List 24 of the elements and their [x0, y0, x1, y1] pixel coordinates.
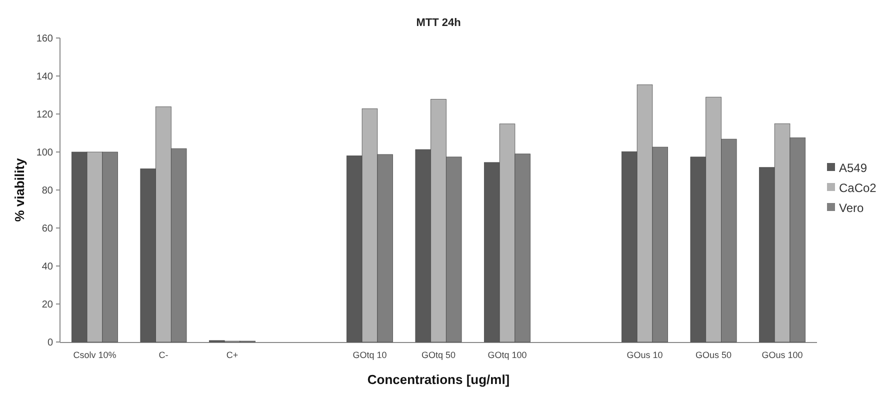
y-tick-label: 0 — [47, 338, 54, 348]
y-tick-label: 60 — [42, 224, 54, 234]
x-tick-label: C- — [158, 350, 168, 360]
x-tick-label: GOus 100 — [762, 350, 803, 360]
y-tick-label: 160 — [36, 34, 54, 44]
x-tick-label: C+ — [226, 350, 238, 360]
x-axis-title: Concentrations [ug/ml] — [367, 372, 510, 387]
x-tick-label: GOtq 10 — [352, 350, 387, 360]
legend-label: A549 — [839, 161, 868, 176]
y-tick-label: 40 — [42, 262, 54, 272]
y-tick-label: 80 — [42, 186, 54, 196]
y-tick-label: 140 — [36, 72, 54, 82]
x-tick-label: GOus 50 — [696, 350, 732, 360]
x-tick-label: GOtq 100 — [488, 350, 527, 360]
y-tick-label: 120 — [36, 110, 54, 120]
legend-label: Vero — [839, 201, 864, 216]
y-tick-label: 20 — [42, 300, 54, 310]
x-tick-label: GOtq 50 — [421, 350, 456, 360]
x-tick-label: Csolv 10% — [73, 350, 116, 360]
chart-title: MTT 24h — [416, 17, 462, 29]
y-tick-label: 100 — [36, 148, 54, 158]
y-axis-title: % viability — [12, 157, 27, 222]
x-tick-label: GOus 10 — [626, 350, 663, 360]
legend-label: CaCo2 — [839, 181, 877, 196]
